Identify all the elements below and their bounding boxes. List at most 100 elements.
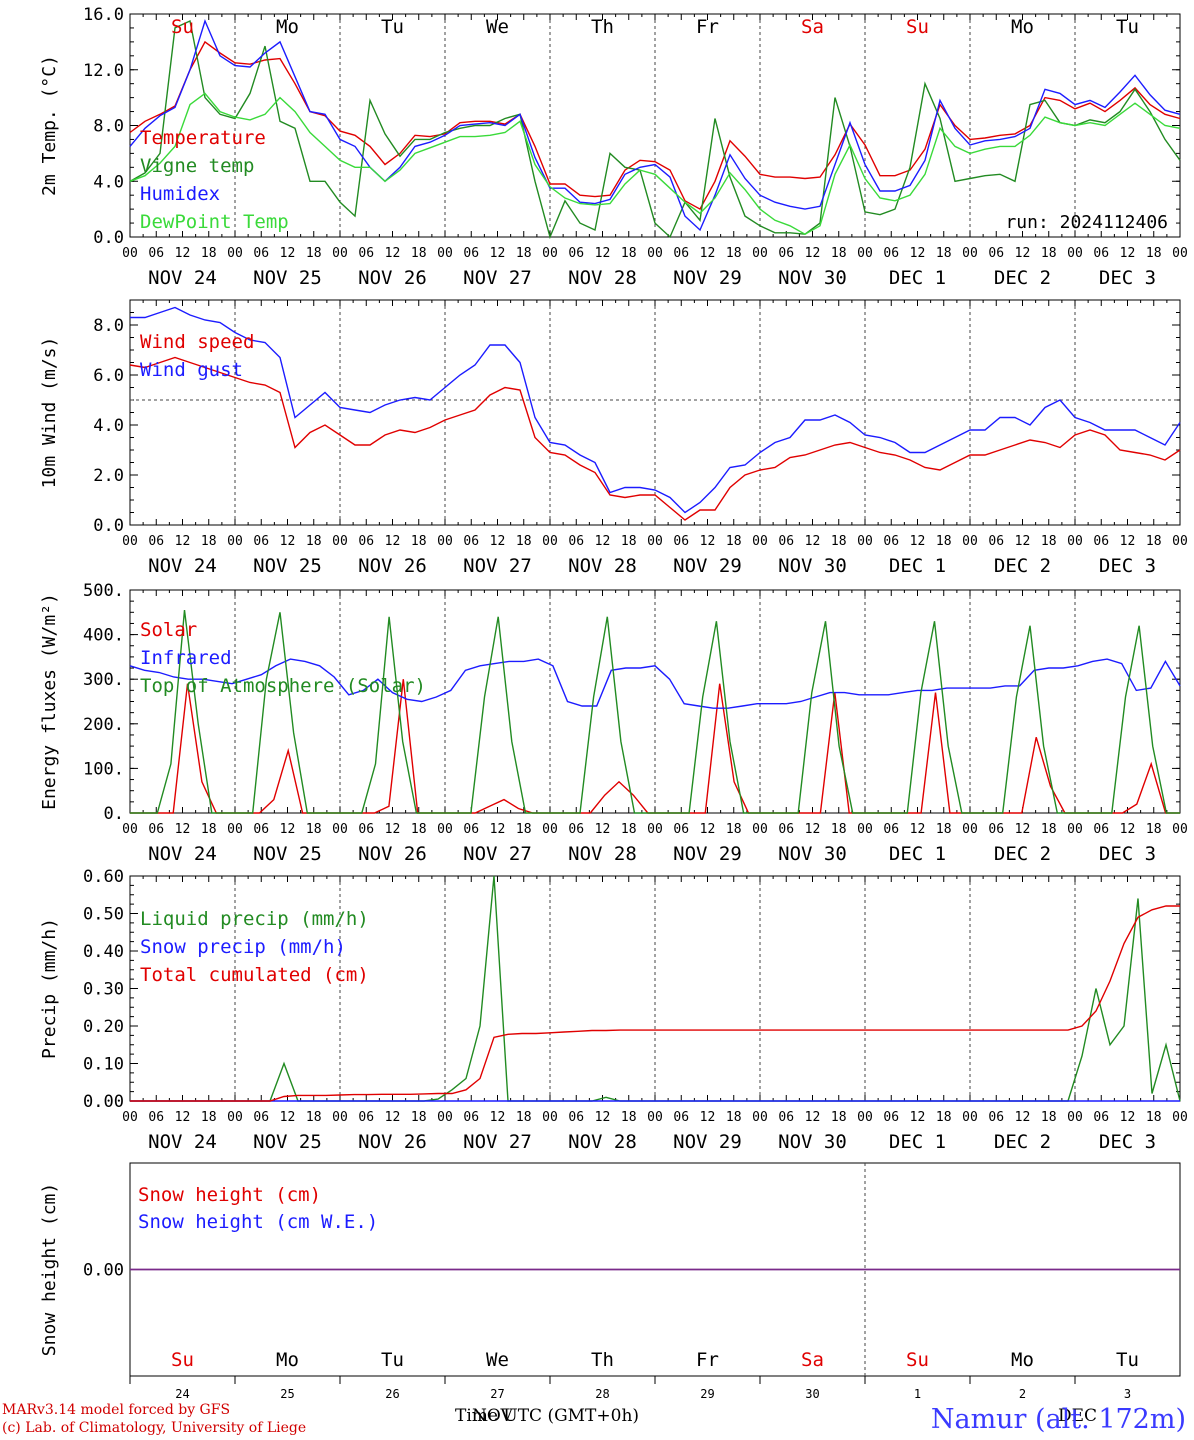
hour-tick-label: 18 bbox=[726, 822, 742, 837]
hour-tick-label: 18 bbox=[306, 822, 322, 837]
hour-tick-label: 18 bbox=[201, 822, 217, 837]
hour-tick-label: 00 bbox=[227, 534, 243, 549]
hour-tick-label: 18 bbox=[201, 1110, 217, 1125]
hour-tick-label: 00 bbox=[122, 822, 138, 837]
legend-entry: Top of Atmosphere (Solar) bbox=[140, 675, 426, 697]
legend-entry: Vigne temp bbox=[140, 155, 254, 177]
legend-entry: Wind gust bbox=[140, 359, 243, 381]
hour-tick-label: 06 bbox=[148, 1110, 164, 1125]
hour-tick-label: 00 bbox=[962, 822, 978, 837]
date-label: NOV 24 bbox=[148, 1131, 217, 1153]
y-tick-label: 0. bbox=[104, 804, 124, 824]
hour-tick-label: 12 bbox=[280, 246, 296, 261]
hour-tick-label: 00 bbox=[332, 246, 348, 261]
hour-tick-label: 00 bbox=[542, 534, 558, 549]
hour-tick-label: 12 bbox=[280, 1110, 296, 1125]
hour-tick-label: 12 bbox=[1015, 822, 1031, 837]
series-line-humidex bbox=[129, 18, 1181, 232]
hour-tick-label: 00 bbox=[647, 534, 663, 549]
date-label: NOV 28 bbox=[568, 843, 637, 865]
hour-tick-label: 12 bbox=[385, 246, 401, 261]
hour-tick-label: 18 bbox=[1041, 1110, 1057, 1125]
hour-tick-label: 12 bbox=[1120, 822, 1136, 837]
y-tick-label: 0.50 bbox=[83, 905, 124, 925]
month-label-nov: NOV bbox=[472, 1406, 513, 1426]
hour-tick-label: 12 bbox=[280, 534, 296, 549]
series-line-wind-speed bbox=[129, 356, 1181, 521]
date-label: DEC 3 bbox=[1099, 555, 1156, 577]
date-label: DEC 3 bbox=[1099, 267, 1156, 289]
hour-tick-label: 12 bbox=[910, 822, 926, 837]
hour-tick-label: 00 bbox=[542, 246, 558, 261]
model-credit: MARv3.14 model forced by GFS (c) Lab. of… bbox=[2, 1401, 306, 1437]
hour-tick-label: 18 bbox=[936, 246, 952, 261]
hour-tick-label: 00 bbox=[1067, 1110, 1083, 1125]
hour-tick-label: 06 bbox=[673, 822, 689, 837]
plot-frame bbox=[129, 589, 1181, 814]
hour-tick-label: 00 bbox=[1067, 246, 1083, 261]
hour-tick-label: 00 bbox=[962, 246, 978, 261]
date-label: NOV 26 bbox=[358, 1131, 427, 1153]
date-label: NOV 29 bbox=[673, 1131, 742, 1153]
y-axis-label: Snow height (cm) bbox=[39, 1183, 60, 1356]
hour-tick-label: 18 bbox=[411, 1110, 427, 1125]
series-line-vigne-temp bbox=[129, 19, 1181, 240]
date-label: DEC 1 bbox=[889, 843, 946, 865]
hour-tick-label: 18 bbox=[621, 246, 637, 261]
hour-tick-label: 00 bbox=[332, 1110, 348, 1125]
hour-tick-label: 00 bbox=[227, 246, 243, 261]
hour-tick-label: 06 bbox=[358, 822, 374, 837]
panel-5: 0.00 Snow height (cm) Snow height (cm) Snow… bbox=[39, 1162, 1181, 1401]
hour-tick-label: 00 bbox=[647, 822, 663, 837]
hour-tick-label: 06 bbox=[568, 1110, 584, 1125]
legend-entry: Infrared bbox=[140, 647, 232, 669]
panel-3: 0. 100. 200. 300. 400. 500. Energy fluxes (W/m… bbox=[39, 581, 1188, 865]
y-tick-label: 2.0 bbox=[93, 466, 124, 486]
y-tick-label: 0.60 bbox=[83, 867, 124, 887]
run-annotation: run: 2024112406 bbox=[1005, 212, 1168, 233]
hour-tick-label: 06 bbox=[883, 246, 899, 261]
hour-tick-label: 00 bbox=[122, 534, 138, 549]
hour-tick-label: 00 bbox=[647, 246, 663, 261]
date-label: DEC 1 bbox=[889, 267, 946, 289]
day-number-label: 30 bbox=[805, 1387, 819, 1401]
date-label: DEC 2 bbox=[994, 843, 1051, 865]
hour-tick-label: 06 bbox=[358, 246, 374, 261]
hour-tick-label: 06 bbox=[148, 822, 164, 837]
hour-tick-label: 12 bbox=[595, 1110, 611, 1125]
hour-tick-label: 06 bbox=[988, 1110, 1004, 1125]
date-label: NOV 29 bbox=[673, 843, 742, 865]
date-label: NOV 25 bbox=[253, 555, 322, 577]
hour-tick-label: 00 bbox=[1172, 246, 1188, 261]
hour-tick-label: 00 bbox=[437, 1110, 453, 1125]
hour-tick-label: 18 bbox=[831, 822, 847, 837]
date-label: NOV 27 bbox=[463, 843, 532, 865]
hour-tick-label: 18 bbox=[621, 822, 637, 837]
hour-tick-label: 00 bbox=[437, 246, 453, 261]
series-line-temperature bbox=[129, 40, 1181, 211]
hour-tick-label: 18 bbox=[621, 534, 637, 549]
date-label: DEC 2 bbox=[994, 1131, 1051, 1153]
weekday-label: Mo bbox=[1011, 1349, 1034, 1371]
hour-tick-label: 18 bbox=[201, 534, 217, 549]
y-tick-label: 8.0 bbox=[93, 316, 124, 336]
hour-tick-label: 00 bbox=[122, 246, 138, 261]
hour-tick-label: 00 bbox=[752, 534, 768, 549]
hour-tick-label: 12 bbox=[910, 246, 926, 261]
legend-entry: DewPoint Temp bbox=[140, 211, 289, 233]
y-tick-label: 200. bbox=[83, 715, 124, 735]
hour-tick-label: 00 bbox=[857, 1110, 873, 1125]
x-axis-label-text: Time UTC (GMT+0h) bbox=[455, 1406, 640, 1426]
hour-tick-label: 06 bbox=[253, 822, 269, 837]
weekday-label: Su bbox=[906, 1349, 929, 1371]
date-label: NOV 24 bbox=[148, 555, 217, 577]
hour-tick-label: 06 bbox=[463, 822, 479, 837]
date-label: DEC 1 bbox=[889, 555, 946, 577]
hour-tick-label: 00 bbox=[1172, 1110, 1188, 1125]
hour-tick-label: 00 bbox=[542, 1110, 558, 1125]
hour-tick-label: 12 bbox=[700, 822, 716, 837]
panel-2: 0.0 2.0 4.0 6.0 8.0 10m Wind (m/s) Wind speed W… bbox=[39, 299, 1188, 577]
hour-tick-label: 12 bbox=[805, 534, 821, 549]
date-label: NOV 24 bbox=[148, 843, 217, 865]
hour-tick-label: 12 bbox=[1120, 246, 1136, 261]
